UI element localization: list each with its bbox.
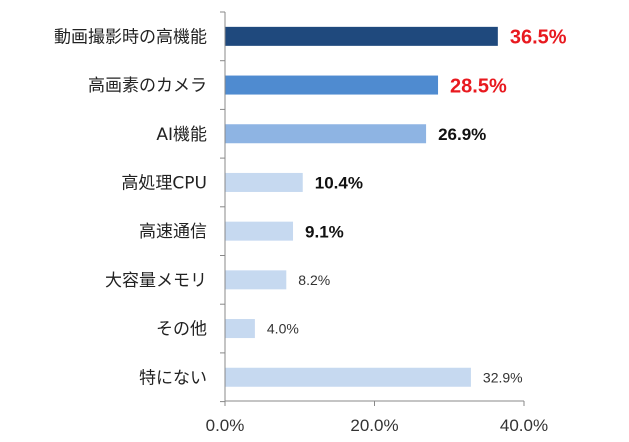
data-label: 8.2% <box>298 272 330 288</box>
category-label: 高画素のカメラ <box>88 76 207 96</box>
bar <box>225 319 255 339</box>
bar <box>225 367 471 387</box>
bar <box>225 124 427 144</box>
x-tick-label: 20.0% <box>350 416 398 435</box>
data-label: 4.0% <box>267 321 299 337</box>
category-label: 高処理CPU <box>121 173 207 193</box>
data-label: 26.9% <box>438 125 486 144</box>
data-labels: 36.5% 28.5% 26.9% 10.4% 9.1% 8.2% 4.0% 32.9% <box>267 27 567 386</box>
data-label: 28.5% <box>450 75 507 97</box>
bar <box>225 270 287 290</box>
data-label: 9.1% <box>305 222 344 241</box>
bar <box>225 75 439 95</box>
bar <box>225 221 294 241</box>
category-label: 動画撮影時の高機能 <box>54 27 207 47</box>
data-label: 10.4% <box>315 174 363 193</box>
x-tick-label: 0.0% <box>206 416 245 435</box>
data-label: 32.9% <box>483 369 523 385</box>
x-tick-labels: 0.0% 20.0% 40.0% <box>206 416 548 435</box>
category-label: AI機能 <box>156 125 207 145</box>
bar <box>225 26 498 46</box>
category-label: 高速通信 <box>139 222 207 242</box>
bar <box>225 172 303 192</box>
category-label: 特にない <box>139 368 207 388</box>
x-tick-label: 40.0% <box>500 416 548 435</box>
axes <box>220 11 525 406</box>
data-label: 36.5% <box>510 27 567 49</box>
category-label: 大容量メモリ <box>105 271 207 291</box>
category-label: その他 <box>156 320 207 340</box>
bars-group <box>225 26 498 387</box>
